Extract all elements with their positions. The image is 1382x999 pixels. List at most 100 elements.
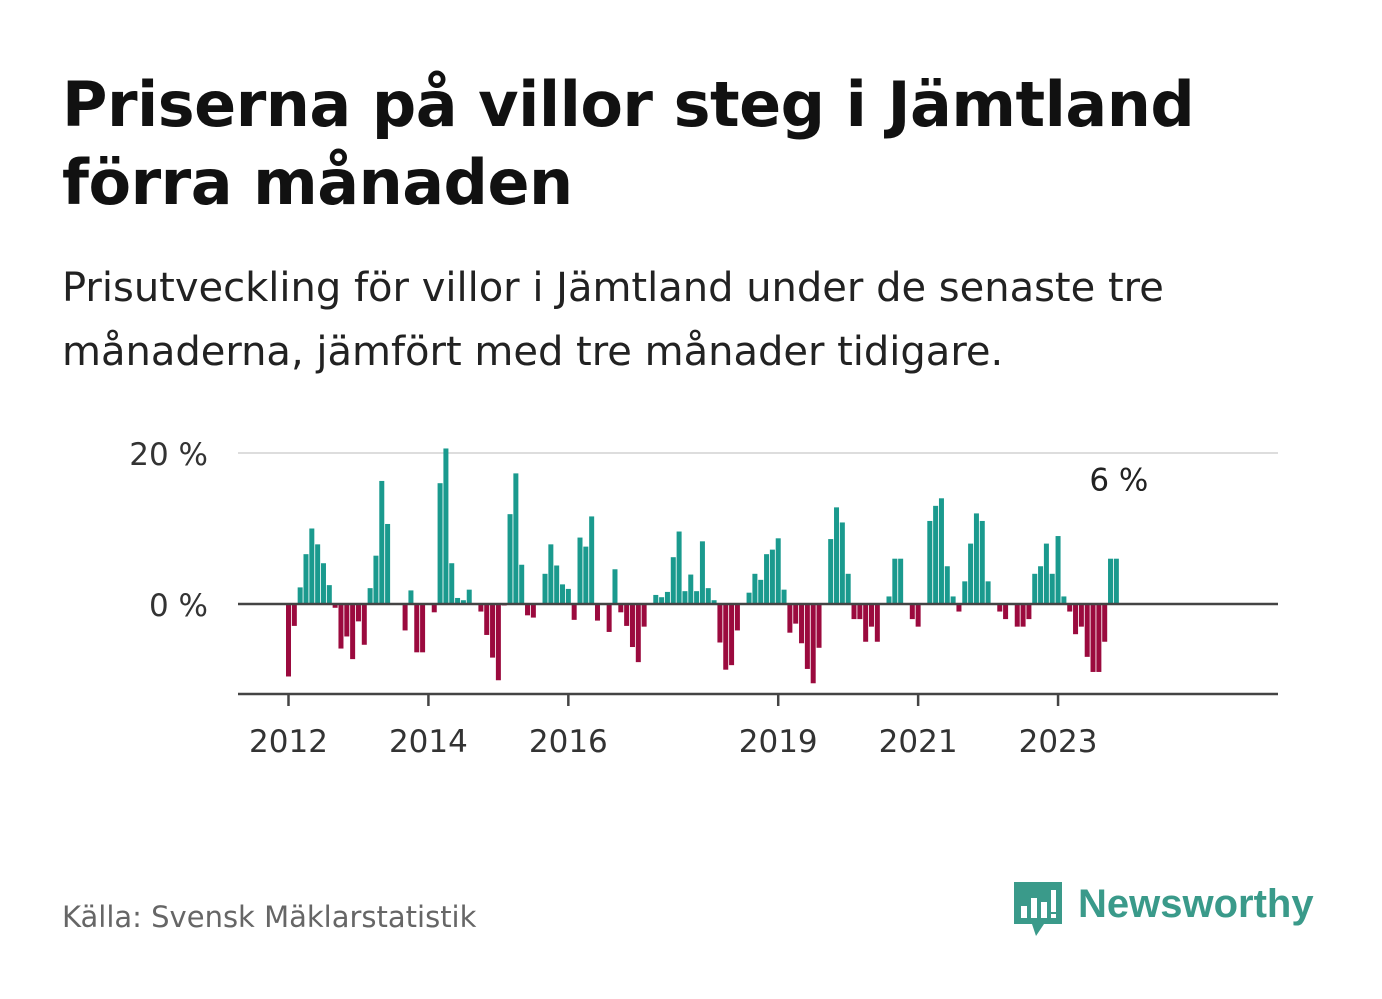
bar: [420, 604, 426, 653]
bar: [676, 531, 682, 604]
bar: [799, 604, 805, 644]
bar: [1096, 604, 1102, 672]
bar: [618, 604, 624, 613]
bar: [962, 581, 968, 604]
bar: [431, 604, 437, 613]
bar: [909, 604, 915, 620]
bar: [554, 565, 560, 604]
bar: [367, 588, 373, 604]
bar: [525, 604, 531, 616]
bar: [495, 604, 501, 681]
bar: [612, 569, 618, 604]
y-tick-label: 0 %: [149, 588, 208, 624]
bar: [455, 597, 461, 604]
label-layer: 0 % 20 % 2012 2014 2016 2019 2021 2023 6 %: [129, 437, 1148, 760]
brand-name: Newsworthy: [1078, 882, 1314, 926]
x-tick-label: 2023: [1019, 724, 1098, 760]
bar: [589, 516, 595, 604]
bar: [1073, 604, 1079, 635]
bar: [1108, 558, 1114, 604]
bar: [350, 604, 356, 660]
bar: [1102, 604, 1108, 642]
bar: [985, 581, 991, 604]
bar: [466, 589, 472, 604]
bar: [286, 604, 291, 677]
bar: [828, 539, 834, 604]
bar: [973, 513, 979, 604]
x-tick-label: 2016: [529, 724, 608, 760]
bar: [968, 543, 974, 604]
bar: [892, 558, 898, 604]
bar: [385, 523, 391, 604]
bar: [804, 604, 810, 669]
bar: [898, 558, 904, 604]
bar: [1020, 604, 1026, 627]
x-tick-label: 2021: [879, 724, 958, 760]
bar: [1055, 536, 1061, 604]
bar: [414, 604, 420, 653]
bar: [699, 541, 705, 604]
bar: [845, 573, 851, 604]
bar: [863, 604, 869, 642]
bar: [816, 604, 822, 648]
bar: [1113, 558, 1119, 604]
bar: [682, 591, 688, 604]
bar: [839, 522, 845, 604]
bar: [594, 604, 600, 621]
bar: [1026, 604, 1032, 620]
bar: [711, 600, 717, 604]
bar: [624, 604, 630, 626]
bar: [443, 448, 449, 604]
bar: [484, 604, 490, 635]
bar: [1084, 604, 1090, 657]
bar: [530, 604, 536, 618]
bar-chart-speech-bubble-icon: [1010, 878, 1066, 944]
bar: [979, 520, 985, 604]
bar: [1014, 604, 1020, 627]
bar: [542, 573, 548, 604]
bar: [513, 473, 519, 604]
chart-title: Priserna på villor steg i Jämtland förra…: [62, 68, 1195, 219]
axis-layer: [238, 602, 1278, 706]
bar: [915, 604, 921, 627]
bar: [944, 566, 950, 604]
bar: [659, 597, 665, 604]
x-tick-label: 2012: [249, 724, 328, 760]
bar: [297, 587, 303, 604]
bar: [1038, 566, 1044, 604]
bar: [437, 483, 443, 604]
bar: [560, 584, 566, 604]
bar: [355, 604, 361, 622]
bar: [746, 592, 752, 604]
bar: [320, 563, 326, 604]
bar: [1067, 604, 1073, 612]
bar: [565, 588, 571, 604]
bar: [705, 588, 711, 604]
brand-logo: Newsworthy: [1010, 878, 1314, 940]
last-value-annotation: 6 %: [1089, 463, 1148, 499]
bar: [723, 604, 729, 670]
bar: [373, 555, 379, 604]
bar: [1043, 543, 1049, 604]
bar: [851, 604, 857, 620]
bar: [449, 563, 455, 604]
bar: [460, 600, 466, 604]
bar: [1032, 573, 1038, 604]
bar: [548, 544, 554, 604]
bar: [653, 594, 659, 604]
bar: [694, 591, 700, 604]
bar: [577, 537, 583, 604]
bar: [664, 591, 670, 604]
bar: [571, 604, 577, 620]
bar: [402, 604, 408, 631]
bar: [490, 604, 496, 658]
bar: [956, 604, 962, 612]
bar: [781, 589, 787, 604]
bar: [688, 574, 694, 604]
bar: [361, 604, 367, 645]
bar: [379, 480, 385, 604]
bar: [338, 604, 344, 649]
bar: [775, 538, 781, 604]
bar: [1090, 604, 1096, 672]
bar: [344, 604, 350, 637]
